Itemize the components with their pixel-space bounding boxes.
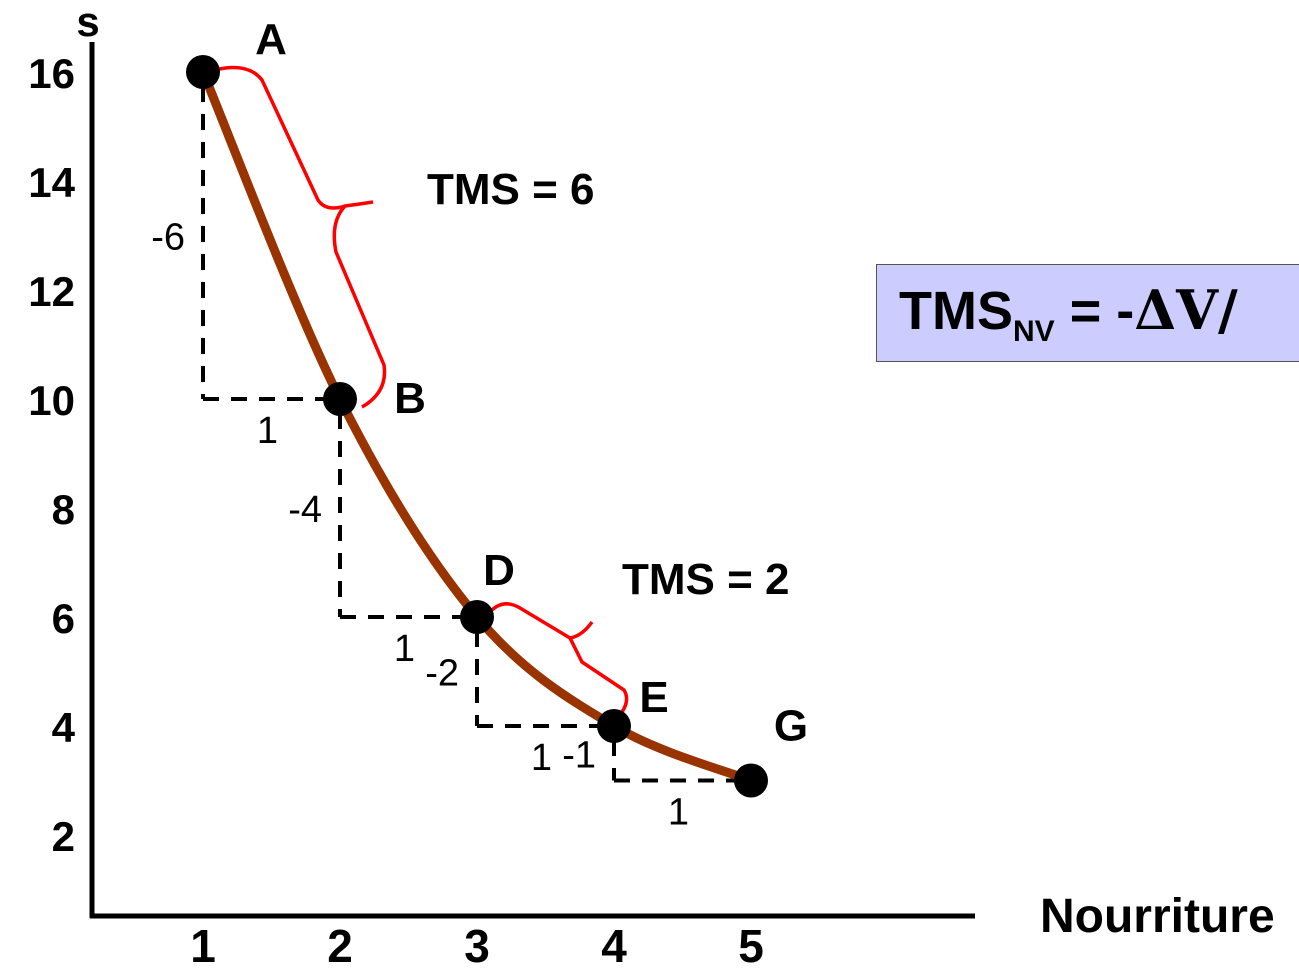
y-tick-labels: 2 4 6 8 10 12 14 16	[28, 50, 75, 860]
point-label-a: A	[255, 15, 287, 64]
x-tick-labels: 1 2 3 4 5	[190, 920, 764, 970]
y-tick-label: 10	[28, 377, 75, 424]
point-label-b: B	[394, 374, 426, 423]
y-tick-label: 16	[28, 50, 75, 97]
tms-formula-box: TMSNV = -ΔV/	[876, 264, 1299, 362]
formula-equals: = -	[1054, 281, 1135, 341]
point-a	[186, 55, 220, 89]
y-axis-label: s	[76, 0, 99, 45]
point-e	[597, 709, 631, 743]
formula-main: TMS	[899, 281, 1013, 341]
axes	[89, 42, 975, 919]
formula-delta: ΔV/	[1134, 278, 1238, 342]
indifference-curve	[198, 67, 756, 785]
x-tick-label: 1	[190, 920, 216, 970]
tms-braces	[214, 65, 629, 713]
tms-formula: TMSNV = -ΔV/	[899, 283, 1238, 359]
y-tick-label: 8	[52, 486, 75, 533]
step-dx-label: 1	[394, 628, 415, 670]
brace-a-b	[214, 65, 387, 409]
formula-subscript: NV	[1013, 315, 1055, 348]
step-dy-label: -6	[151, 217, 185, 259]
x-tick-label: 4	[601, 920, 627, 970]
point-b	[323, 382, 357, 416]
point-g	[734, 763, 768, 798]
x-tick-label: 2	[327, 920, 353, 970]
y-tick-label: 6	[52, 595, 75, 642]
y-tick-label: 12	[28, 268, 75, 315]
step-dx-label: 1	[668, 792, 689, 834]
brace-d-e	[488, 602, 629, 713]
point-label-d: D	[483, 546, 515, 595]
step-dy-label: -1	[562, 734, 596, 776]
y-tick-label: 4	[52, 704, 76, 751]
tms-2-annotation: TMS = 2	[622, 555, 790, 604]
step-dx-label: 1	[531, 737, 552, 779]
step-dy-label: -4	[288, 489, 322, 531]
step-dy-label: -2	[425, 653, 459, 695]
point-label-e: E	[639, 673, 668, 722]
curve-points: A B D E G	[186, 15, 808, 798]
tms-6-annotation: TMS = 6	[427, 165, 595, 214]
point-label-g: G	[774, 702, 808, 751]
y-tick-label: 2	[52, 813, 75, 860]
x-tick-label: 3	[464, 920, 490, 970]
point-d	[460, 600, 494, 634]
x-axis-label: Nourriture	[1040, 890, 1275, 943]
x-tick-label: 5	[738, 920, 764, 970]
step-dx-label: 1	[257, 410, 278, 452]
step-guides: -61-41-21 -11	[151, 86, 741, 834]
y-tick-label: 14	[28, 159, 75, 206]
